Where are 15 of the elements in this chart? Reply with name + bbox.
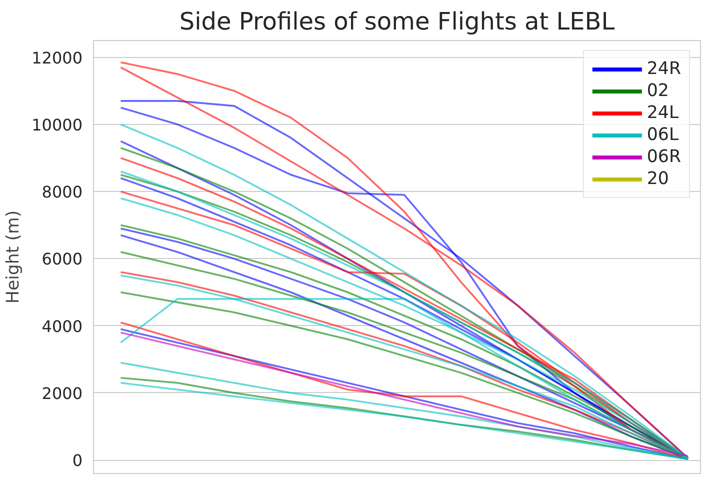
y-axis-title: Height (m) — [4, 210, 24, 304]
y-tick-label: 4000 — [42, 316, 82, 336]
y-tick-label: 12000 — [32, 48, 83, 68]
legend-label: 06R — [646, 147, 681, 167]
y-tick-label: 8000 — [42, 182, 82, 202]
legend-label: 02 — [646, 81, 669, 101]
legend-label: 20 — [646, 169, 669, 189]
y-tick-label: 0 — [72, 451, 83, 470]
legend-label: 06L — [646, 125, 679, 145]
y-tick-label: 2000 — [42, 384, 82, 403]
y-tick-label: 6000 — [42, 250, 82, 269]
legend-label: 24L — [646, 103, 679, 123]
legend-label: 24R — [646, 59, 681, 79]
chart-title: Side Profiles of some Flights at LEBL — [179, 8, 616, 36]
y-tick-label: 10000 — [32, 115, 83, 134]
